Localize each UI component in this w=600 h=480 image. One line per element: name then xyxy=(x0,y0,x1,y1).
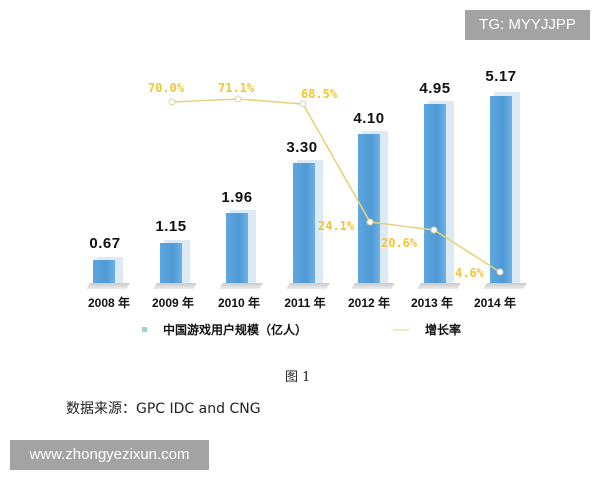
bar-2014 xyxy=(490,96,512,283)
source-label: 数据来源： xyxy=(66,401,136,417)
bar-2011 xyxy=(293,163,315,283)
legend-item-user-scale: 中国游戏用户规模（亿人） xyxy=(142,321,307,338)
x-tick-label: 2009 年 xyxy=(151,296,195,310)
watermark-bottom-left: www.zhongyezixun.com xyxy=(10,440,209,470)
figure-caption: 图 1 xyxy=(285,370,311,385)
data-source: 数据来源：GPC IDC and CNG xyxy=(66,398,261,418)
legend-label: 中国游戏用户规模（亿人） xyxy=(163,323,308,337)
bar-value-label: 1.96 xyxy=(221,189,253,206)
bar-base-2010 xyxy=(219,283,263,289)
legend-item-growth-rate: 增长率 xyxy=(393,321,461,338)
bar-base-2013 xyxy=(417,283,461,289)
bar-base-2014 xyxy=(483,283,527,289)
x-tick-label: 2011 年 xyxy=(284,296,326,310)
x-tick-label: 2012 年 xyxy=(347,296,391,310)
bar-base-2008 xyxy=(86,283,130,289)
bar-value-label: 5.17 xyxy=(485,68,517,85)
bar-value-label: 4.95 xyxy=(419,80,451,97)
legend-label: 增长率 xyxy=(425,323,462,337)
x-tick-label: 2010 年 xyxy=(217,296,261,310)
bar-base-2009 xyxy=(153,283,197,289)
bar-value-label: 3.30 xyxy=(286,139,318,156)
bar-2009 xyxy=(160,243,182,283)
rate-value-label: 4.6% xyxy=(455,266,484,280)
bar-2010 xyxy=(226,213,248,283)
rate-value-label: 70.0% xyxy=(148,81,185,95)
bar-base-2012 xyxy=(351,283,395,289)
x-tick-label: 2008 年 xyxy=(87,296,131,310)
bar-2013 xyxy=(424,104,446,283)
legend-bar-swatch-icon xyxy=(142,327,147,332)
bar-2008 xyxy=(93,260,115,283)
bar-value-label: 0.67 xyxy=(89,235,121,252)
bar-value-label: 4.10 xyxy=(353,110,385,127)
legend-line-swatch-icon xyxy=(393,328,409,331)
rate-value-label: 24.1% xyxy=(318,219,355,233)
source-value: GPC IDC and CNG xyxy=(136,401,261,417)
bar-base-2011 xyxy=(286,283,330,289)
rate-value-label: 71.1% xyxy=(218,81,255,95)
watermark-top-right: TG: MYYJJPP xyxy=(465,10,590,40)
rate-value-label: 20.6% xyxy=(381,236,418,250)
bar-2012 xyxy=(358,134,380,283)
x-tick-label: 2013 年 xyxy=(410,296,454,310)
bar-value-label: 1.15 xyxy=(155,218,187,235)
rate-value-label: 68.5% xyxy=(301,87,338,101)
x-tick-label: 2014 年 xyxy=(473,296,517,310)
